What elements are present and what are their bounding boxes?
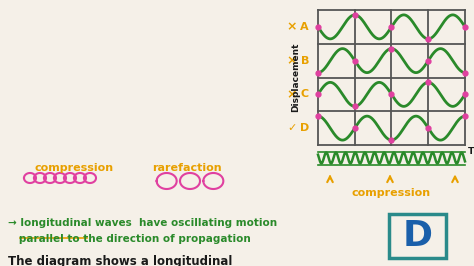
Text: → longitudinal waves  have oscillating motion: → longitudinal waves have oscillating mo… [8,218,277,228]
Text: Time: Time [468,147,474,156]
Text: ×: × [286,54,297,67]
Text: compression: compression [35,163,114,173]
Text: parallel to the direction of propagation: parallel to the direction of propagation [8,234,251,244]
Text: The diagram shows a longitudinal: The diagram shows a longitudinal [8,255,232,266]
Text: B: B [301,56,309,66]
Text: ×: × [286,88,297,101]
Text: ×: × [286,20,297,33]
Text: D: D [402,219,432,253]
Text: Displacement: Displacement [292,43,301,112]
Text: compression: compression [352,188,431,197]
FancyBboxPatch shape [389,214,446,258]
Text: ✓: ✓ [288,123,297,133]
Text: C: C [301,89,309,99]
Text: D: D [300,123,309,133]
Text: rarefaction: rarefaction [152,163,222,173]
Text: A: A [301,22,309,32]
